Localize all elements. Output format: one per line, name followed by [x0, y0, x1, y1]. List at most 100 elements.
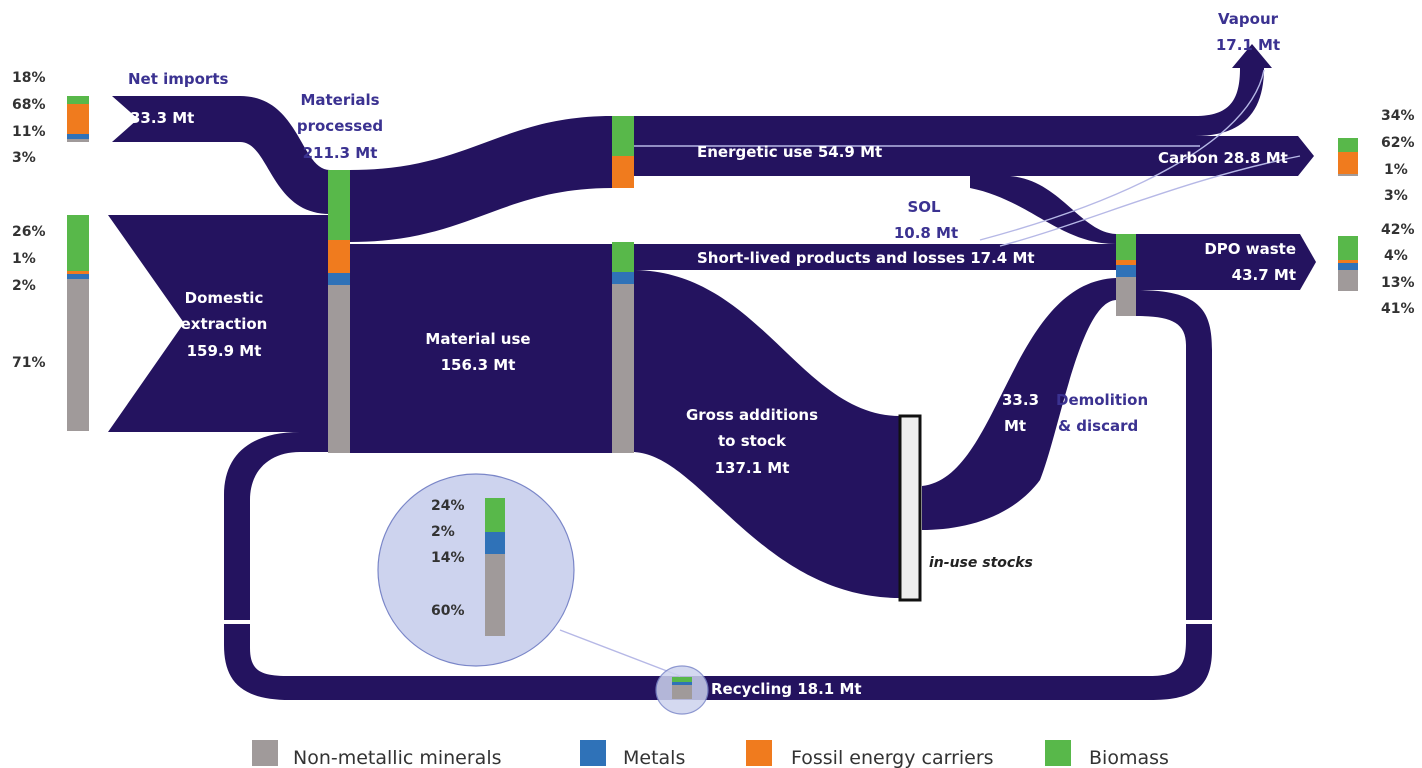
legend-label-minerals: Non-metallic minerals — [293, 747, 502, 768]
bar-dpo-fossil — [1116, 260, 1136, 265]
domestic-fossil — [67, 271, 89, 274]
dpo-waste-label: DPO waste — [1204, 240, 1296, 258]
flow-material-use — [348, 244, 614, 453]
materials-processed-value: 211.3 Mt — [303, 144, 378, 162]
bar-use-metals — [612, 272, 634, 284]
vapour-label: Vapour — [1218, 10, 1279, 28]
dpo-side-minerals — [1338, 270, 1358, 291]
net-imports-minerals — [67, 139, 89, 142]
net-imports-fossil — [67, 104, 89, 134]
bar-energetic-biomass — [612, 116, 634, 156]
carbon-pct-biomass: 34% — [1381, 108, 1415, 124]
materials-processed-line2: processed — [297, 117, 383, 135]
carbon-label: Carbon 28.8 Mt — [1158, 149, 1288, 167]
flow-short-lived — [632, 244, 1116, 270]
gross-additions-line1: Gross additions — [686, 406, 818, 424]
domestic-extraction-value: 159.9 Mt — [187, 342, 262, 360]
legend-label-biomass: Biomass — [1089, 747, 1169, 768]
sol-value: 10.8 Mt — [894, 224, 958, 242]
net-imports-value: 33.3 Mt — [130, 109, 194, 127]
line-zoom-connector — [559, 629, 681, 677]
materials-processed-line1: Materials — [300, 91, 379, 109]
flow-net-imports — [112, 96, 330, 214]
domestic-biomass — [67, 215, 89, 271]
small-bar-biomass — [672, 677, 692, 682]
legend-label-metals: Metals — [623, 747, 685, 768]
recycling-label: Recycling 18.1 Mt — [711, 680, 862, 698]
domestic-pct-biomass: 26% — [12, 224, 46, 240]
dpo-pct-minerals: 41% — [1381, 301, 1415, 317]
flow-demolition — [922, 278, 1116, 530]
demolition-value-line2: Mt — [1004, 417, 1026, 435]
material-use-value: 156.3 Mt — [441, 356, 516, 374]
zoom-circle — [377, 473, 575, 667]
recycling-pct-fossil: 2% — [431, 524, 455, 540]
legend-swatch-fossil — [746, 740, 772, 766]
flow-loop-left — [224, 432, 700, 700]
in-use-stocks-box — [898, 414, 922, 602]
dpo-side-metals — [1338, 263, 1358, 270]
line-vapour-to-sol — [979, 69, 1265, 241]
flow-sol — [970, 176, 1116, 244]
bar-energetic-fossil — [612, 156, 634, 188]
dpo-pct-biomass: 42% — [1381, 222, 1415, 238]
carbon-fossil — [1338, 152, 1358, 176]
recycling-zoom — [377, 473, 709, 715]
flow-energetic-branch — [350, 116, 612, 242]
legend-swatch-metals — [580, 740, 606, 766]
vapour-value: 17.1 Mt — [1216, 36, 1280, 54]
domestic-extraction-line2: extraction — [181, 315, 268, 333]
demolition-label-line1: Demolition — [1056, 391, 1148, 409]
labels: Net imports 33.3 Mt Materials processed … — [128, 10, 1296, 698]
recycling-pct-minerals: 60% — [431, 603, 465, 619]
small-bar-minerals — [672, 685, 692, 699]
gross-additions-value: 137.1 Mt — [715, 459, 790, 477]
flow-bands — [108, 44, 1316, 700]
bar-processed-fossil — [328, 240, 350, 273]
carbon-biomass — [1338, 138, 1358, 152]
material-use-label: Material use — [425, 330, 530, 348]
zoom-bar-biomass — [485, 498, 505, 532]
domestic-pct-minerals: 71% — [12, 355, 46, 371]
carbon-pct-metals: 1% — [1384, 162, 1408, 178]
in-use-stocks-label: in-use stocks — [929, 555, 1033, 571]
domestic-metals — [67, 274, 89, 279]
dpo-waste-value: 43.7 Mt — [1232, 266, 1296, 284]
net-imports-pct-minerals: 3% — [12, 150, 36, 166]
domestic-pct-fossil: 1% — [12, 251, 36, 267]
bar-processed-biomass — [328, 170, 350, 240]
bar-dpo-minerals — [1116, 277, 1136, 316]
net-imports-biomass — [67, 96, 89, 104]
sol-label: SOL — [907, 198, 941, 216]
recycling-pct-metals: 14% — [431, 550, 465, 566]
flow-dpo-waste — [1136, 234, 1316, 290]
net-imports-pct-metals: 11% — [12, 124, 46, 140]
energetic-use-label: Energetic use 54.9 Mt — [697, 143, 882, 161]
domestic-minerals — [67, 279, 89, 431]
legend-label-fossil: Fossil energy carriers — [791, 747, 994, 768]
carbon-pct-minerals: 3% — [1384, 188, 1408, 204]
legend-swatch-minerals — [252, 740, 278, 766]
domestic-pct-metals: 2% — [12, 278, 36, 294]
flow-domestic-extraction — [108, 215, 330, 432]
domestic-extraction-line1: Domestic — [185, 289, 264, 307]
net-imports-pct-biomass: 18% — [12, 70, 46, 86]
flow-energetic-use — [632, 44, 1314, 176]
bar-use-minerals — [612, 284, 634, 453]
bar-processed-minerals — [328, 285, 350, 453]
connector-lines — [559, 69, 1301, 677]
percentages: 18% 68% 11% 3% 26% 1% 2% 71% 34% 62% 1% … — [12, 70, 1415, 619]
zoom-bar-minerals — [485, 554, 505, 636]
dpo-side-fossil — [1338, 260, 1358, 263]
bar-use-biomass — [612, 242, 634, 272]
flow-gross-additions — [632, 270, 900, 598]
bar-dpo-biomass — [1116, 234, 1136, 260]
net-imports-label: Net imports — [128, 70, 229, 88]
dpo-pct-metals: 13% — [1381, 275, 1415, 291]
legend: Non-metallic minerals Metals Fossil ener… — [252, 740, 1169, 768]
recycling-pct-biomass: 24% — [431, 498, 465, 514]
net-imports-pct-fossil: 68% — [12, 97, 46, 113]
carbon-minerals — [1338, 174, 1358, 176]
demolition-value-line1: 33.3 — [1002, 391, 1039, 409]
